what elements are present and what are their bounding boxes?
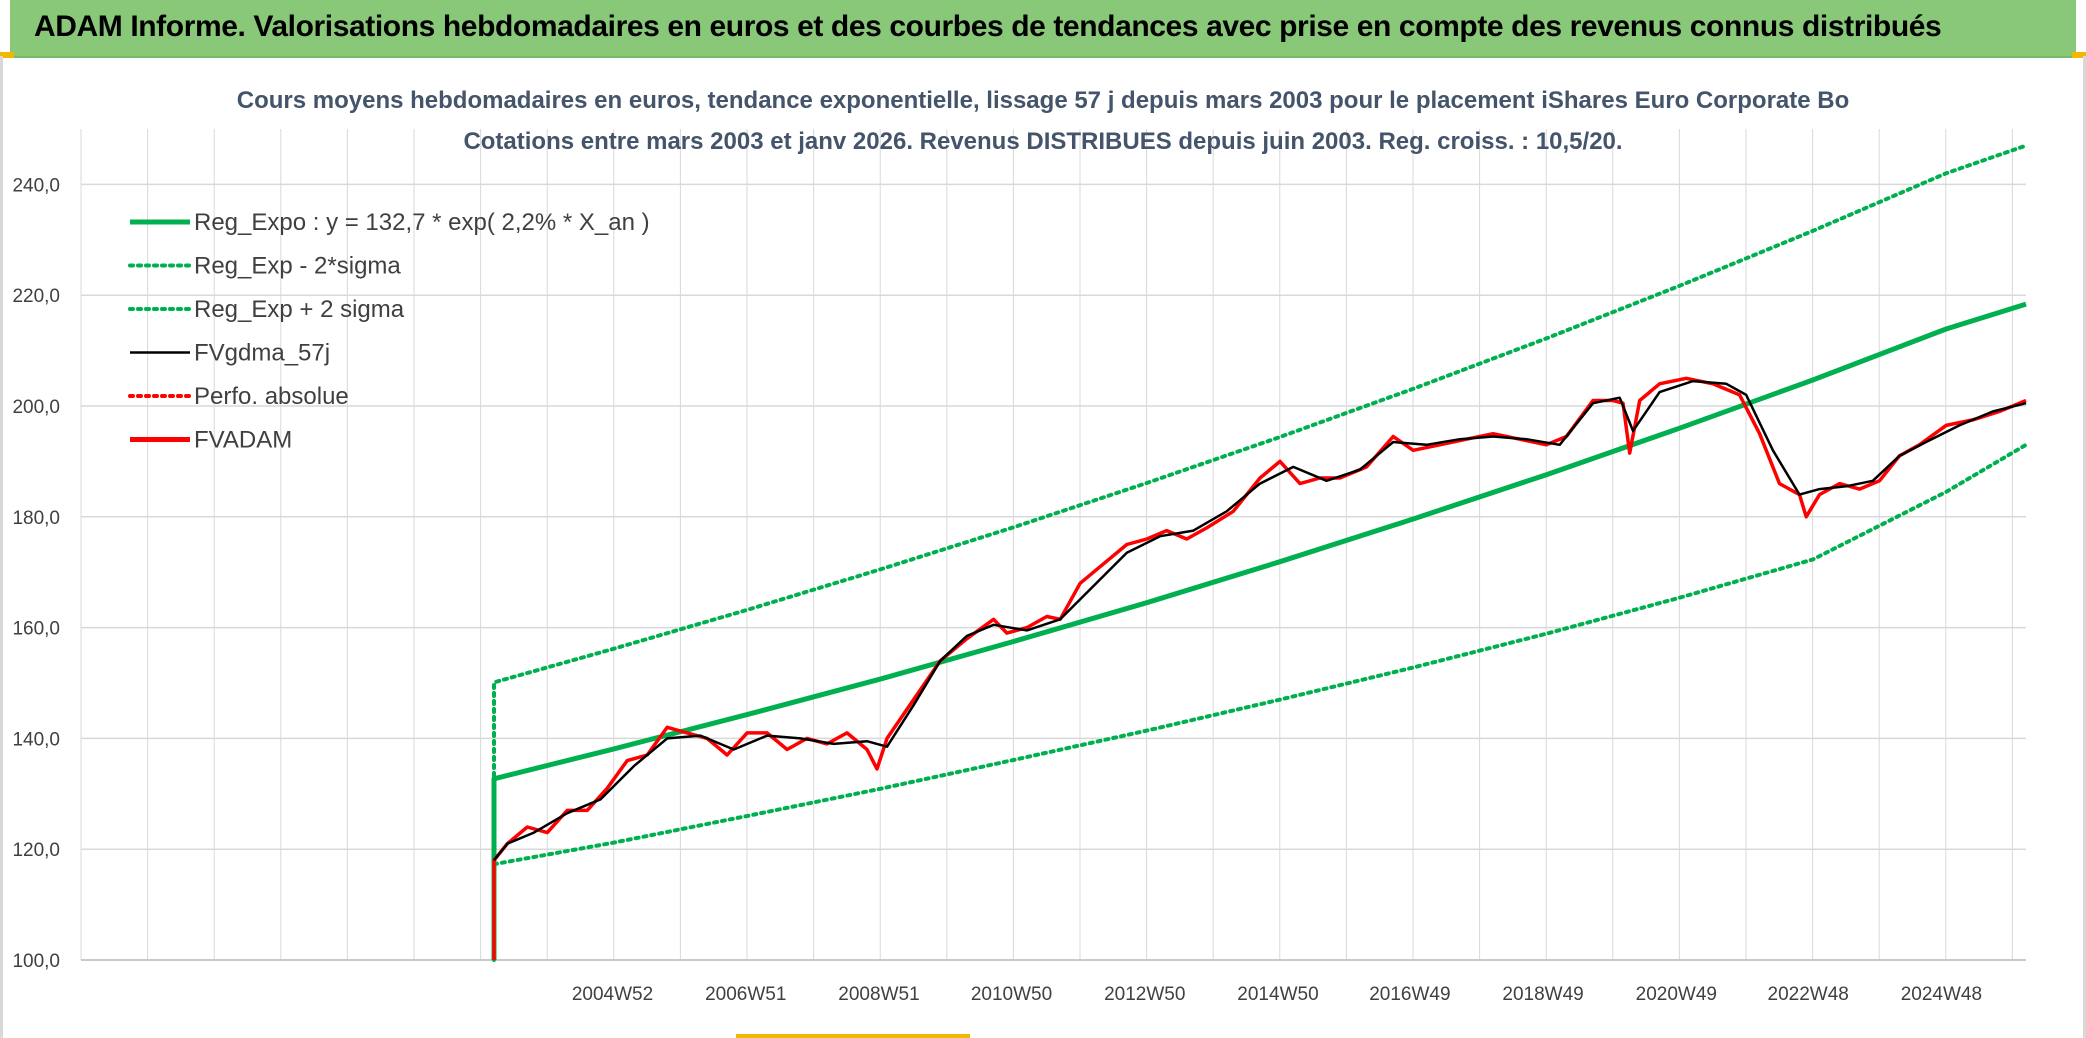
- series-layer: [491, 143, 2028, 962]
- axes: 100,0 120,0 140,0 160,0 180,0 200,0 220,0 240,0…: [12, 175, 2026, 1005]
- series-line-2: [492, 143, 2028, 962]
- y-tick-label: 140,0: [12, 729, 60, 750]
- x-tick-label: 2012W50: [1104, 984, 1185, 1005]
- chart-subtitle: Cotations entre mars 2003 et janv 2026. …: [463, 128, 1622, 155]
- x-tick-label: 2008W51: [838, 984, 919, 1005]
- legend-label: FVADAM: [194, 427, 292, 454]
- series-line-0: [491, 301, 2027, 960]
- bottom-accent: [736, 1034, 970, 1038]
- x-tick-label: 2016W49: [1369, 984, 1450, 1005]
- legend-label: Reg_Expo : y = 132,7 * exp( 2,2% * X_an …: [194, 209, 650, 236]
- y-tick-label: 220,0: [12, 286, 60, 307]
- x-tick-label: 2018W49: [1502, 984, 1583, 1005]
- y-tick-label: 200,0: [12, 397, 60, 418]
- report-title: ADAM Informe. Valorisations hebdomadaire…: [34, 10, 1942, 43]
- x-tick-label: 2020W49: [1636, 984, 1717, 1005]
- legend-label: Reg_Exp + 2 sigma: [194, 296, 405, 323]
- x-tick-label: 2024W48: [1901, 984, 1982, 1005]
- corner-accent-right: [2072, 52, 2086, 58]
- y-tick-label: 160,0: [12, 619, 60, 640]
- legend-label: Reg_Exp - 2*sigma: [194, 253, 401, 280]
- corner-accent-left: [0, 52, 14, 58]
- series-line-3: [493, 379, 2027, 862]
- frame-right: [2083, 56, 2086, 1038]
- x-tick-label: 2010W50: [971, 984, 1052, 1005]
- x-tick-label: 2022W48: [1768, 984, 1849, 1005]
- x-tick-label: 2004W52: [572, 984, 653, 1005]
- frame-left: [0, 56, 3, 1038]
- series-line-5: [492, 376, 2027, 960]
- y-tick-label: 240,0: [12, 175, 60, 196]
- legend: Reg_Expo : y = 132,7 * exp( 2,2% * X_an …: [128, 209, 650, 454]
- series-line-1: [492, 442, 2028, 867]
- y-tick-label: 100,0: [12, 951, 60, 972]
- chart-title: Cours moyens hebdomadaires en euros, ten…: [237, 87, 1850, 114]
- x-tick-label: 2006W51: [705, 984, 786, 1005]
- x-tick-label: 2014W50: [1237, 984, 1318, 1005]
- legend-label: Perfo. absolue: [194, 383, 349, 410]
- y-tick-label: 180,0: [12, 508, 60, 529]
- grid: [80, 129, 2026, 961]
- legend-label: FVgdma_57j: [194, 340, 330, 367]
- y-tick-label: 120,0: [12, 840, 60, 861]
- report-header: ADAM Informe. Valorisations hebdomadaire…: [10, 0, 2076, 58]
